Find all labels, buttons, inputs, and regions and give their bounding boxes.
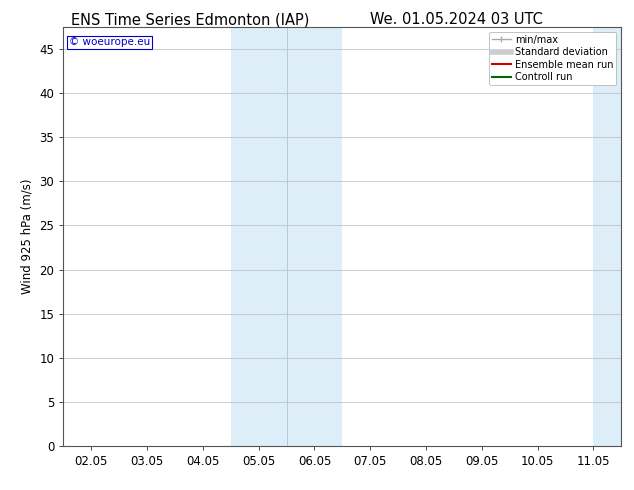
Bar: [231, 27, 342, 446]
Legend: min/max, Standard deviation, Ensemble mean run, Controll run: min/max, Standard deviation, Ensemble me…: [489, 32, 616, 85]
Text: ENS Time Series Edmonton (IAP): ENS Time Series Edmonton (IAP): [71, 12, 309, 27]
Bar: [593, 27, 634, 446]
Text: © woeurope.eu: © woeurope.eu: [69, 37, 150, 48]
Text: We. 01.05.2024 03 UTC: We. 01.05.2024 03 UTC: [370, 12, 543, 27]
Y-axis label: Wind 925 hPa (m/s): Wind 925 hPa (m/s): [21, 179, 34, 294]
